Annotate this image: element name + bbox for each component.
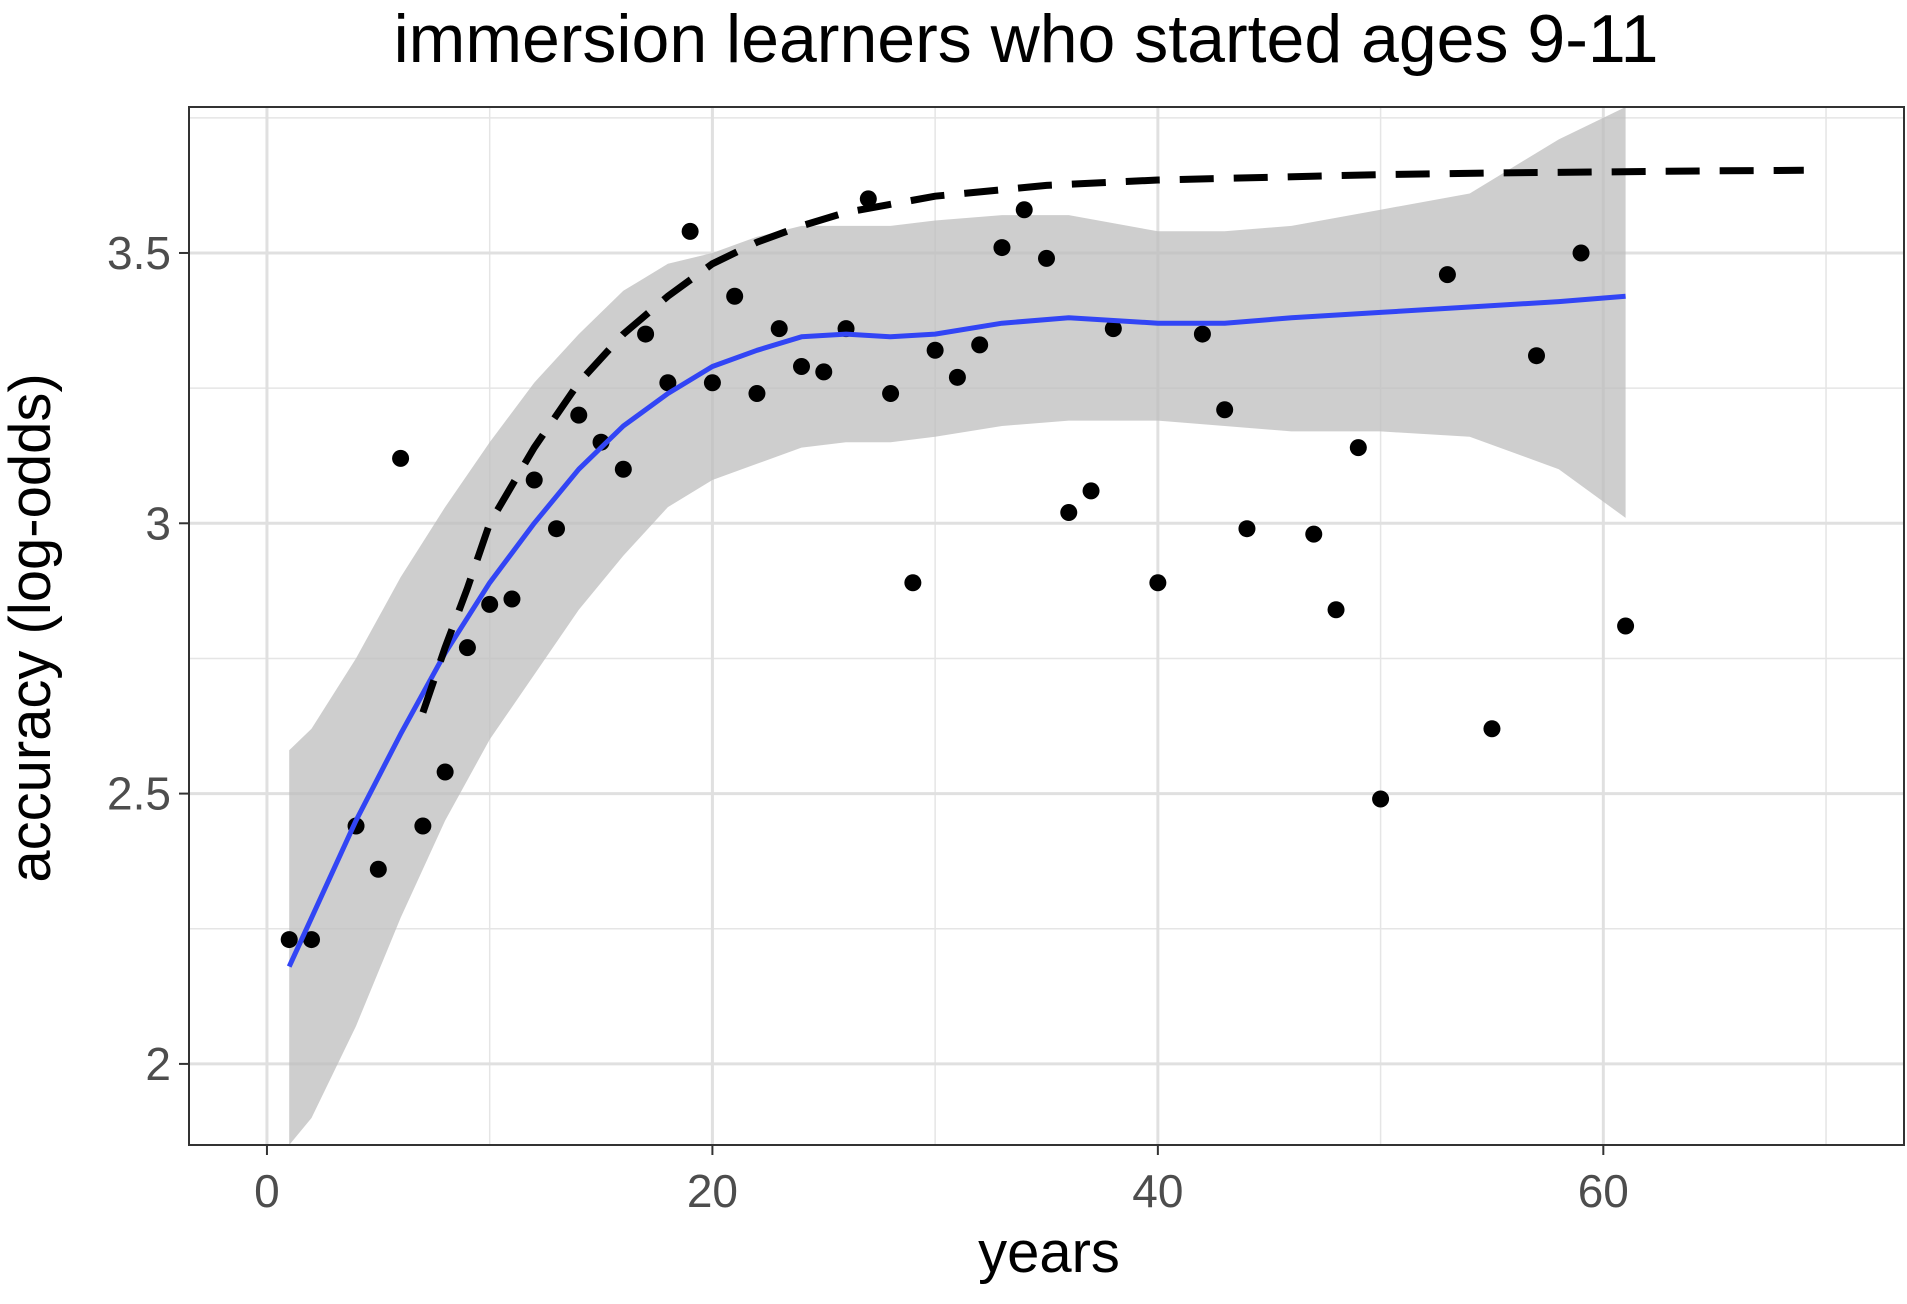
data-point: [681, 222, 699, 240]
data-point: [793, 358, 810, 375]
data-point: [1572, 244, 1590, 262]
data-point: [926, 341, 944, 359]
data-point: [1038, 249, 1055, 267]
x-tick-label: 40: [1132, 1165, 1183, 1217]
data-point: [1149, 574, 1167, 592]
data-point: [1193, 325, 1211, 343]
x-tick-label: 0: [254, 1165, 280, 1217]
data-point: [1305, 525, 1323, 543]
dashed-line: [419, 166, 1804, 714]
data-point: [280, 931, 298, 949]
y-tick-label: 3: [145, 497, 171, 549]
y-tick-label: 2: [145, 1038, 171, 1090]
data-point: [570, 406, 588, 424]
y-axis-title: accuracy (log-odds): [0, 373, 63, 882]
data-points: [280, 190, 1635, 949]
data-point: [458, 639, 476, 657]
panel-border: [188, 106, 1905, 1146]
y-tick-label: 3.5: [107, 227, 171, 279]
data-point: [1483, 720, 1501, 738]
data-point: [369, 860, 387, 878]
chart-title: immersion learners who started ages 9-11: [394, 1, 1659, 77]
x-axis-ticks: 0 20 40 60: [254, 1145, 1629, 1217]
data-point: [637, 325, 655, 343]
data-point: [1015, 201, 1033, 219]
data-point: [481, 595, 499, 613]
data-point: [548, 520, 565, 538]
data-point: [993, 239, 1011, 257]
data-point: [770, 320, 788, 338]
data-point: [1438, 266, 1456, 284]
data-point: [1060, 503, 1078, 521]
x-axis-title: years: [978, 1220, 1120, 1285]
data-point: [1372, 790, 1390, 808]
x-tick-label: 20: [687, 1165, 738, 1217]
data-point: [1327, 601, 1345, 619]
y-axis-ticks: 2 2.5 3 3.5: [107, 227, 189, 1090]
data-point: [882, 385, 900, 403]
data-point: [1082, 482, 1100, 500]
data-point: [614, 460, 632, 478]
y-tick-label: 2.5: [107, 768, 171, 820]
data-point: [1528, 347, 1545, 365]
dashed-reference-curve: [419, 166, 1804, 714]
data-point: [904, 574, 922, 592]
data-point: [1216, 401, 1234, 419]
data-point: [503, 590, 521, 608]
data-point: [436, 763, 454, 781]
data-point: [1349, 439, 1367, 457]
confidence-ribbon: [289, 107, 1626, 1145]
data-point: [303, 931, 320, 949]
data-point: [971, 336, 989, 354]
data-point: [392, 449, 410, 467]
x-tick-label: 60: [1578, 1165, 1629, 1217]
ribbon-area: [289, 107, 1626, 1145]
data-point: [726, 287, 744, 305]
data-point: [703, 374, 721, 392]
data-point: [859, 190, 877, 208]
data-point: [1104, 320, 1122, 338]
data-point: [1617, 617, 1635, 635]
data-point: [1238, 520, 1256, 538]
data-point: [659, 374, 677, 392]
data-point: [414, 817, 432, 835]
data-point: [525, 471, 543, 489]
data-point: [748, 385, 766, 403]
data-point: [815, 363, 833, 381]
data-point: [948, 368, 966, 386]
